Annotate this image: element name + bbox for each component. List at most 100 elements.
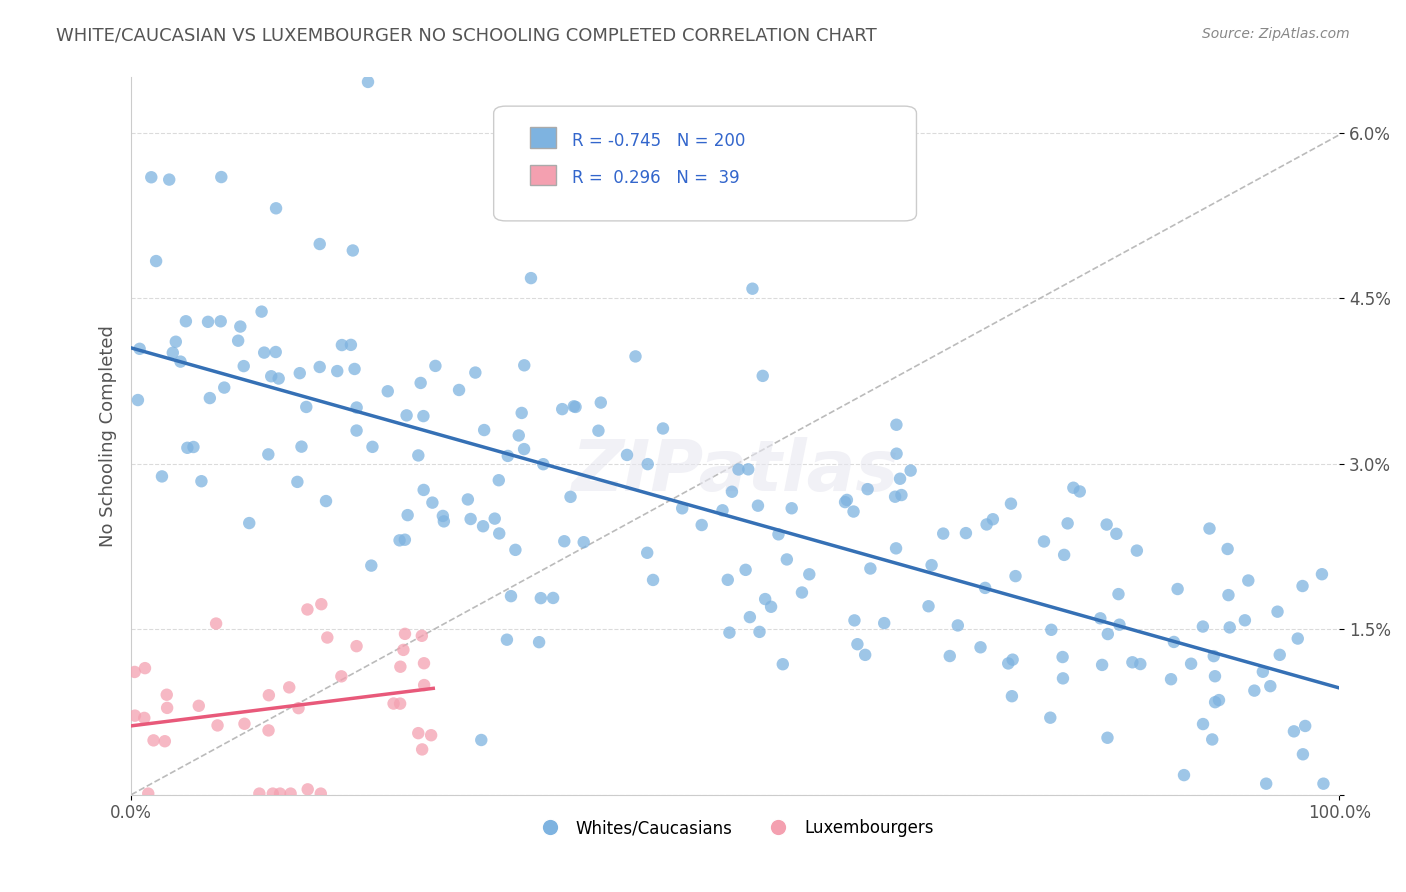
Point	[955, 526, 977, 541]
Point	[198, 391, 221, 405]
Point	[346, 401, 368, 415]
Point	[1173, 768, 1195, 782]
Point	[1095, 517, 1118, 532]
Point	[406, 726, 429, 740]
Point	[394, 627, 416, 641]
Point	[900, 464, 922, 478]
Point	[1268, 648, 1291, 662]
Point	[499, 589, 522, 603]
Point	[1163, 635, 1185, 649]
Point	[470, 733, 492, 747]
Point	[150, 469, 173, 483]
Point	[1180, 657, 1202, 671]
Point	[134, 661, 156, 675]
Point	[232, 359, 254, 373]
Point	[190, 474, 212, 488]
Point	[197, 315, 219, 329]
Point	[721, 484, 744, 499]
Point	[711, 503, 734, 517]
Point	[124, 665, 146, 679]
Point	[572, 535, 595, 549]
Point	[886, 447, 908, 461]
Point	[780, 501, 803, 516]
Point	[257, 723, 280, 738]
Point	[846, 637, 869, 651]
Point	[834, 495, 856, 509]
Point	[1052, 671, 1074, 685]
Point	[1033, 534, 1056, 549]
Point	[174, 314, 197, 328]
Point	[717, 573, 740, 587]
Point	[1282, 724, 1305, 739]
Point	[413, 678, 436, 692]
Point	[267, 371, 290, 385]
Point	[748, 624, 770, 639]
Point	[229, 319, 252, 334]
Point	[260, 369, 283, 384]
Point	[1192, 619, 1215, 633]
Point	[889, 472, 911, 486]
Point	[1310, 567, 1333, 582]
Point	[718, 625, 741, 640]
Point	[1167, 582, 1189, 596]
Point	[1040, 623, 1063, 637]
Point	[969, 640, 991, 655]
Point	[1237, 574, 1260, 588]
Point	[262, 787, 284, 801]
Point	[412, 483, 434, 497]
Point	[799, 567, 821, 582]
Point	[844, 613, 866, 627]
Point	[269, 787, 291, 801]
Point	[853, 648, 876, 662]
Point	[209, 169, 232, 184]
Point	[671, 501, 693, 516]
Point	[1001, 689, 1024, 703]
Point	[1121, 655, 1143, 669]
Point	[1052, 650, 1074, 665]
Point	[142, 733, 165, 747]
Point	[541, 591, 564, 605]
Point	[496, 632, 519, 647]
Point	[432, 508, 454, 523]
Point	[433, 514, 456, 528]
Point	[141, 170, 163, 185]
Point	[747, 499, 769, 513]
Point	[205, 616, 228, 631]
Point	[326, 364, 349, 378]
Point	[389, 697, 412, 711]
Point	[976, 517, 998, 532]
Point	[513, 442, 536, 456]
Point	[616, 448, 638, 462]
Point	[589, 395, 612, 409]
Point	[287, 701, 309, 715]
Point	[1001, 653, 1024, 667]
Point	[409, 376, 432, 390]
Point	[588, 424, 610, 438]
Point	[156, 701, 179, 715]
Point	[361, 440, 384, 454]
Point	[1069, 484, 1091, 499]
Point	[343, 362, 366, 376]
Text: R = -0.745   N = 200: R = -0.745 N = 200	[572, 131, 745, 150]
Point	[531, 457, 554, 471]
Point	[392, 643, 415, 657]
Point	[425, 359, 447, 373]
Point	[134, 711, 156, 725]
Point	[884, 541, 907, 556]
Point	[636, 546, 658, 560]
Point	[1053, 548, 1076, 562]
Point	[396, 508, 419, 522]
Point	[1056, 516, 1078, 531]
Point	[562, 400, 585, 414]
Point	[488, 473, 510, 487]
Point	[974, 581, 997, 595]
Point	[472, 519, 495, 533]
Point	[1097, 731, 1119, 745]
Point	[308, 359, 330, 374]
Point	[939, 648, 962, 663]
Point	[859, 561, 882, 575]
Point	[741, 282, 763, 296]
Point	[1256, 777, 1278, 791]
Point	[513, 359, 536, 373]
Point	[342, 244, 364, 258]
